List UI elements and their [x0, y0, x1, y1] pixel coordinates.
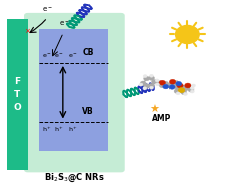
FancyBboxPatch shape [7, 19, 28, 170]
Circle shape [179, 85, 185, 89]
Circle shape [178, 88, 185, 93]
Text: h$^+$: h$^+$ [68, 125, 78, 134]
Circle shape [143, 87, 147, 90]
Circle shape [149, 74, 153, 77]
Text: h$^+$: h$^+$ [54, 125, 64, 134]
Text: F
T
O: F T O [13, 77, 21, 112]
Circle shape [163, 84, 169, 89]
Text: $\times$: $\times$ [23, 26, 30, 35]
Circle shape [159, 83, 165, 88]
Circle shape [173, 81, 179, 85]
Text: e$^-$: e$^-$ [59, 19, 70, 28]
Circle shape [173, 83, 179, 88]
Text: e$^-$: e$^-$ [68, 53, 78, 60]
Circle shape [191, 84, 195, 87]
Circle shape [185, 83, 191, 88]
Text: CB: CB [82, 48, 94, 57]
Circle shape [159, 80, 165, 85]
Circle shape [182, 87, 187, 91]
Circle shape [149, 86, 153, 89]
Circle shape [166, 83, 172, 88]
Text: VB: VB [82, 107, 94, 116]
Circle shape [185, 86, 191, 90]
Circle shape [175, 86, 181, 90]
Circle shape [190, 90, 194, 93]
Text: e$^-$: e$^-$ [54, 53, 64, 60]
Circle shape [156, 81, 162, 85]
Text: e$^-$: e$^-$ [42, 53, 52, 60]
Circle shape [140, 81, 146, 85]
Circle shape [148, 83, 154, 88]
Text: h$^+$: h$^+$ [42, 125, 52, 134]
Circle shape [163, 81, 169, 86]
Circle shape [190, 87, 194, 90]
Circle shape [176, 26, 199, 43]
Circle shape [174, 89, 180, 93]
Circle shape [181, 90, 187, 94]
Circle shape [169, 82, 175, 86]
Circle shape [169, 79, 176, 84]
Circle shape [169, 85, 175, 89]
Circle shape [177, 83, 183, 88]
Circle shape [143, 75, 147, 78]
Circle shape [148, 76, 154, 80]
Circle shape [144, 76, 149, 81]
Text: e$^-$: e$^-$ [42, 5, 53, 14]
Circle shape [155, 83, 159, 86]
Circle shape [144, 84, 149, 88]
Text: Bi$_2$S$_3$@C NRs: Bi$_2$S$_3$@C NRs [44, 171, 105, 184]
Text: ★: ★ [149, 105, 159, 115]
FancyBboxPatch shape [39, 29, 107, 151]
Circle shape [155, 79, 159, 82]
Circle shape [184, 92, 187, 95]
Circle shape [151, 80, 157, 84]
Circle shape [176, 81, 182, 86]
FancyBboxPatch shape [24, 13, 125, 172]
Circle shape [139, 83, 143, 86]
Circle shape [176, 92, 180, 95]
Text: AMP: AMP [152, 114, 171, 123]
Circle shape [188, 88, 194, 92]
